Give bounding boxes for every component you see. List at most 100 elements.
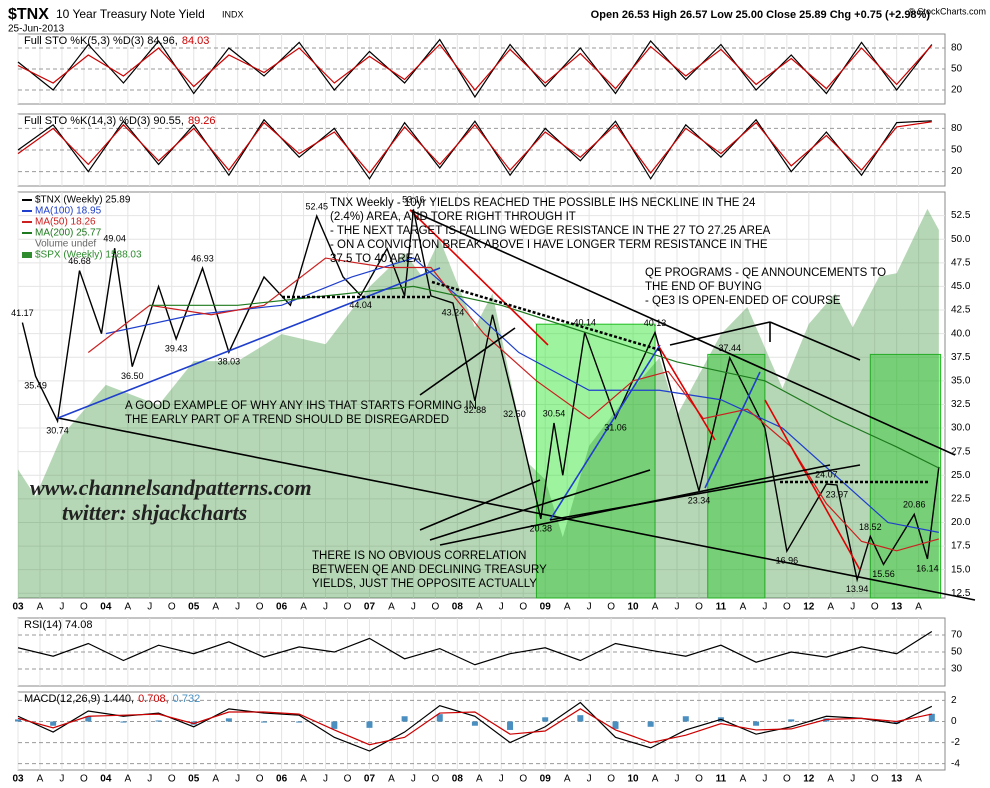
histogram-bar <box>331 721 338 729</box>
annotation: TNX Weekly - 10yr YIELDS REACHED THE POS… <box>330 197 756 209</box>
annotation: THERE IS NO OBVIOUS CORRELATION <box>312 550 527 562</box>
x-tick-label: A <box>827 774 834 785</box>
x-tick-label: J <box>411 602 416 613</box>
histogram-bar <box>928 713 935 722</box>
trendline <box>704 371 761 489</box>
x-tick-label: A <box>652 774 659 785</box>
area <box>18 208 939 598</box>
legend-entry: Volume undef <box>35 239 96 250</box>
legend-entry: 0.708, <box>138 693 169 705</box>
arrow <box>669 321 771 346</box>
arrow <box>419 327 516 396</box>
y-tick-label: 20 <box>951 166 963 177</box>
x-tick-label: J <box>762 602 767 613</box>
trendline <box>549 344 661 521</box>
data-label: 46.93 <box>191 254 214 264</box>
x-tick-label: A <box>388 602 395 613</box>
data-label: 20.86 <box>903 500 926 510</box>
x-tick-label: J <box>850 602 855 613</box>
x-tick-label: J <box>411 774 416 785</box>
x-tick-label: A <box>915 774 922 785</box>
line <box>105 257 939 533</box>
histogram-bar <box>366 721 373 728</box>
y-tick-label: 50 <box>951 647 963 658</box>
y-tick-label: 15.0 <box>951 564 971 575</box>
annotation: QE PROGRAMS - QE ANNOUNCEMENTS TO <box>645 267 886 279</box>
data-label: 35.49 <box>24 381 47 391</box>
instrument-name: 10 Year Treasury Note Yield <box>56 7 205 21</box>
legend-entry: 89.26 <box>188 115 216 127</box>
data-label: 16.14 <box>916 563 939 573</box>
trendline <box>657 344 716 441</box>
y-tick-label: 47.5 <box>951 257 971 268</box>
x-tick-label: J <box>147 602 152 613</box>
x-tick-label: 07 <box>364 774 376 785</box>
trendline <box>57 417 976 601</box>
x-tick-label: J <box>587 774 592 785</box>
watermark: twitter: shjackcharts <box>62 500 247 525</box>
y-tick-label: 42.5 <box>951 305 971 316</box>
trendline <box>764 399 861 571</box>
x-tick-label: 10 <box>628 602 640 613</box>
line <box>17 121 932 175</box>
legend-entry: RSI(14) 74.08 <box>24 619 92 631</box>
x-tick-label: 05 <box>188 602 200 613</box>
x-tick-label: A <box>300 602 307 613</box>
data-label: 23.97 <box>826 489 849 499</box>
annotation: YIELDS, JUST THE OPPOSITE ACTUALLY <box>312 578 537 590</box>
x-tick-label: J <box>850 774 855 785</box>
histogram-bar <box>647 721 654 727</box>
annotation: (2.4%) AREA, AND TORE RIGHT THROUGH IT <box>330 211 576 223</box>
legend-entry: Full STO %K(14,3) %D(3) 90.55, <box>24 115 184 127</box>
legend-entry: $TNX (Weekly) 25.89 <box>35 195 131 206</box>
histogram-bar <box>788 719 795 722</box>
x-tick-label: 07 <box>364 602 376 613</box>
arrow <box>429 469 651 541</box>
x-tick-label: 08 <box>452 602 464 613</box>
trendline <box>409 209 549 346</box>
legend-entry: MACD(12,26,9) 1.440, <box>24 693 134 705</box>
x-tick-label: O <box>607 774 615 785</box>
annotation: - QE3 IS OPEN-ENDED OF COURSE <box>645 295 841 307</box>
x-tick-label: O <box>80 774 88 785</box>
x-tick-label: O <box>519 774 527 785</box>
x-tick-label: 09 <box>540 602 552 613</box>
annotation: THE EARLY PART OF A TREND SHOULD BE DISR… <box>125 414 449 426</box>
watermark: www.channelsandpatterns.com <box>30 475 312 500</box>
y-tick-label: 22.5 <box>951 494 971 505</box>
x-tick-label: 10 <box>628 774 640 785</box>
data-label: 37.44 <box>718 343 741 353</box>
x-tick-label: O <box>344 602 352 613</box>
x-tick-label: O <box>168 602 176 613</box>
data-label: 15.56 <box>872 569 895 579</box>
y-tick-label: 40.0 <box>951 328 971 339</box>
histogram-bar <box>471 721 478 726</box>
data-label: 41.17 <box>11 308 34 318</box>
data-label: 46.68 <box>68 256 91 266</box>
qe-zone <box>707 353 766 599</box>
x-tick-label: 03 <box>12 602 24 613</box>
y-tick-label: 12.5 <box>951 588 971 599</box>
histogram-bar <box>682 716 689 722</box>
x-tick-label: O <box>519 602 527 613</box>
legend-entry: Full STO %K(5,3) %D(3) 84.96, <box>24 35 178 47</box>
line <box>17 43 933 91</box>
x-tick-label: O <box>431 774 439 785</box>
x-tick-label: O <box>871 602 879 613</box>
histogram-bar <box>15 719 21 722</box>
histogram-bar <box>261 721 268 723</box>
data-label: 30.54 <box>543 408 566 418</box>
x-tick-label: J <box>323 774 328 785</box>
x-tick-label: A <box>564 774 571 785</box>
x-tick-label: 13 <box>891 602 903 613</box>
y-tick-label: 20.0 <box>951 517 971 528</box>
x-tick-label: O <box>256 602 264 613</box>
x-tick-label: J <box>235 774 240 785</box>
histogram-bar <box>120 721 127 723</box>
trendline <box>409 209 956 456</box>
histogram-bar <box>436 714 443 722</box>
annotation: BETWEEN QE AND DECLINING TREASURY <box>312 564 547 576</box>
x-tick-label: J <box>587 602 592 613</box>
x-tick-label: 05 <box>188 774 200 785</box>
